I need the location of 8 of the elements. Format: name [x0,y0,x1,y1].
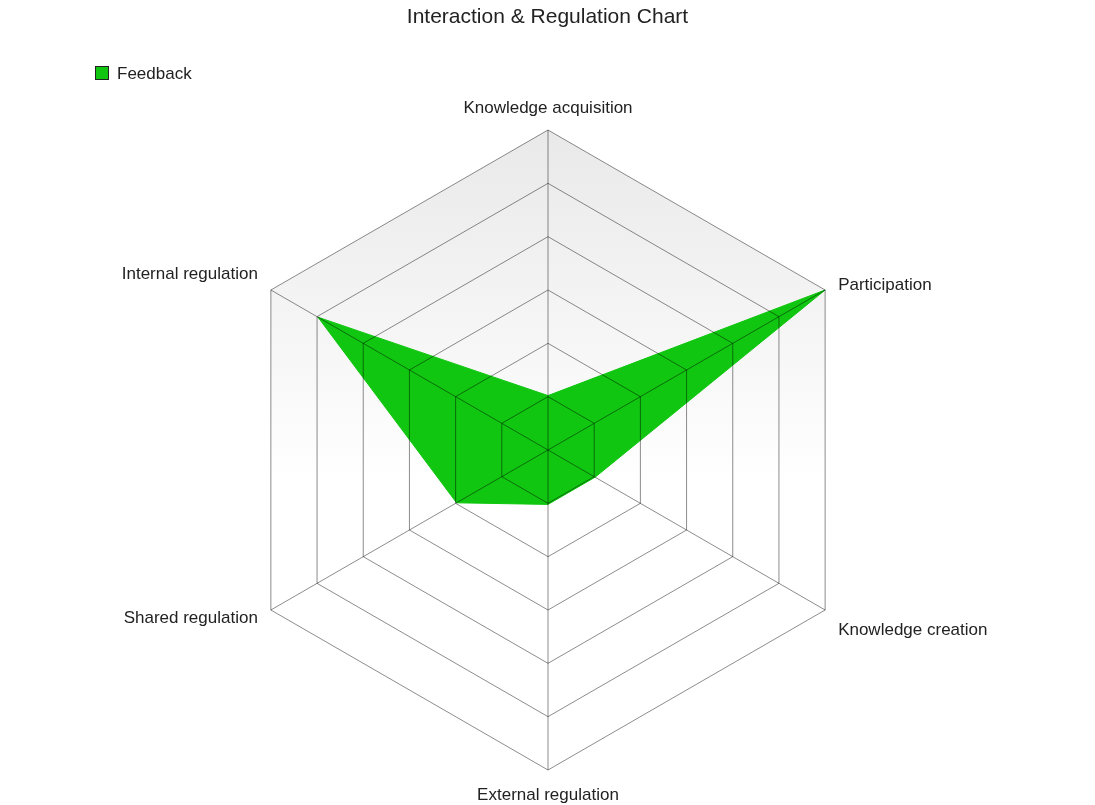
spoke-label: Shared regulation [123,607,258,627]
spoke-label: Participation [838,274,932,294]
spoke-label: External regulation [477,784,619,804]
spoke-label: Knowledge acquisition [463,97,633,117]
spoke-label: Knowledge creation [838,619,988,639]
legend-label: Feedback [117,63,193,83]
chart-title: Interaction & Regulation Chart [406,3,689,27]
spoke-label: Internal regulation [121,263,258,283]
